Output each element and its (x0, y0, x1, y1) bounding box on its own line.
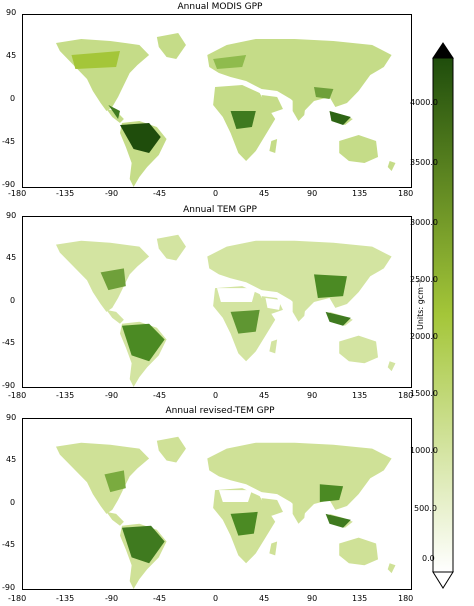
lon-tick: -45 (153, 189, 167, 198)
lat-tick: 45 (6, 253, 17, 262)
colorbar-tick: 1500.0 (410, 389, 438, 398)
map-tem-gpp (22, 216, 412, 388)
lon-tick: -135 (56, 391, 75, 400)
lon-tick: -90 (105, 189, 119, 198)
lat-tick: -90 (2, 583, 16, 592)
colorbar-tick: 500.0 (414, 504, 437, 513)
colorbar-tick: 2000.0 (410, 332, 438, 341)
lon-tick: 180 (398, 189, 414, 198)
lon-tick: 0 (213, 594, 219, 603)
lat-tick: -45 (2, 540, 16, 549)
lon-tick: 45 (259, 391, 270, 400)
lon-tick: 135 (352, 391, 368, 400)
lon-tick: 45 (259, 189, 270, 198)
colorbar-tick: 2500.0 (410, 275, 438, 284)
map-revised-tem-gpp (22, 418, 412, 590)
colorbar-tick: 3000.0 (410, 218, 438, 227)
colorbar-tick: 4000.0 (410, 98, 438, 107)
lon-tick: -45 (153, 391, 167, 400)
lon-tick: 90 (307, 391, 318, 400)
colorbar-max-arrow (432, 42, 454, 59)
lon-tick: -45 (153, 594, 167, 603)
lon-tick: -180 (8, 189, 27, 198)
lat-tick: 0 (10, 94, 16, 103)
lat-tick: -45 (2, 137, 16, 146)
lat-tick: -90 (2, 381, 16, 390)
lat-tick: -45 (2, 338, 16, 347)
lon-tick: 180 (398, 594, 414, 603)
panel-title-tem: Annual TEM GPP (183, 205, 257, 215)
lon-tick: 135 (352, 594, 368, 603)
colorbar (432, 42, 454, 590)
lon-tick: 45 (259, 594, 270, 603)
colorbar-units-label: Units: gcm⁻² (416, 279, 425, 330)
lon-tick: -180 (8, 594, 27, 603)
lon-tick: -90 (105, 594, 119, 603)
lon-tick: 90 (307, 189, 318, 198)
lat-tick: -90 (2, 180, 16, 189)
lat-tick: 90 (6, 8, 17, 17)
lat-tick: 45 (6, 455, 17, 464)
colorbar-tick: 1000.0 (410, 446, 438, 455)
lon-tick: 0 (213, 391, 219, 400)
map-modis-gpp (22, 14, 412, 188)
lon-tick: -180 (8, 391, 27, 400)
lon-tick: -135 (56, 189, 75, 198)
lat-tick: 0 (10, 498, 16, 507)
panel-title-modis: Annual MODIS GPP (177, 2, 263, 12)
lon-tick: -90 (105, 391, 119, 400)
lat-tick: 0 (10, 296, 16, 305)
lon-tick: 0 (213, 189, 219, 198)
colorbar-min-arrow (432, 571, 454, 589)
lon-tick: 90 (307, 594, 318, 603)
lon-tick: -135 (56, 594, 75, 603)
lat-tick: 90 (6, 211, 17, 220)
colorbar-gradient (432, 57, 454, 573)
lat-tick: 90 (6, 413, 17, 422)
colorbar-tick: 0.0 (422, 554, 435, 563)
panel-title-revised-tem: Annual revised-TEM GPP (165, 406, 275, 416)
lon-tick: 135 (352, 189, 368, 198)
lat-tick: 45 (6, 51, 17, 60)
lon-tick: 180 (398, 391, 414, 400)
colorbar-tick: 3500.0 (410, 158, 438, 167)
